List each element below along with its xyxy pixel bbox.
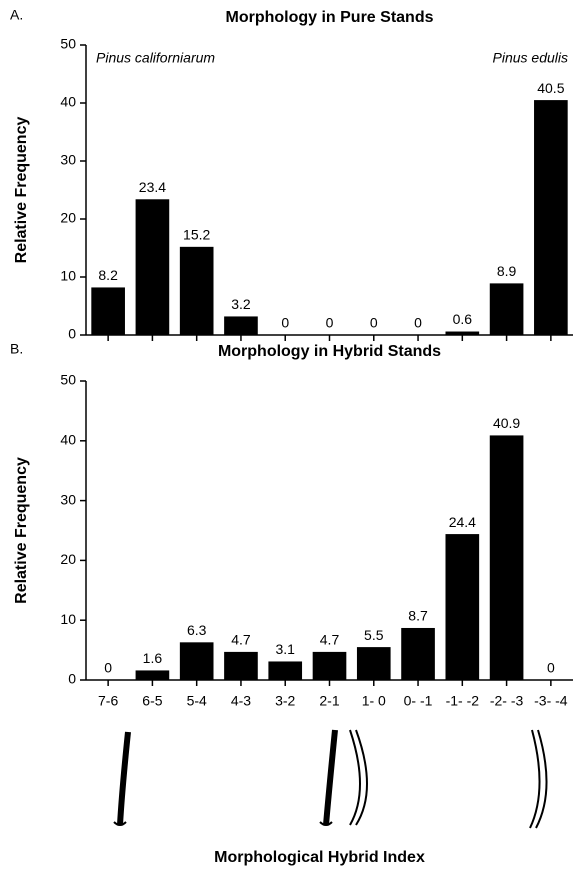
needle-drawings <box>113 729 548 829</box>
x-tick-label: 6-5 <box>142 693 162 709</box>
data-label: 8.9 <box>497 263 517 279</box>
bar <box>224 316 258 335</box>
panel-label: A. <box>10 7 23 23</box>
y-tick-label: 10 <box>60 611 76 627</box>
data-label: 40.5 <box>537 80 564 96</box>
data-label: 0 <box>281 315 289 331</box>
y-tick-label: 20 <box>60 210 76 226</box>
x-tick-label: 1- 0 <box>362 693 386 709</box>
data-label: 23.4 <box>139 179 166 195</box>
needle <box>117 731 131 826</box>
x-tick-label: 7-6 <box>98 693 118 709</box>
bar <box>312 651 347 680</box>
y-tick-label: 50 <box>60 36 76 52</box>
bar <box>489 435 524 680</box>
annotation: Pinus californiarum <box>96 50 215 66</box>
needle <box>323 729 338 826</box>
data-label: 8.2 <box>98 267 118 283</box>
y-axis-label: Relative Frequency <box>13 117 30 264</box>
y-tick-label: 20 <box>60 551 76 567</box>
needle-pair <box>349 729 368 826</box>
bar <box>179 246 214 335</box>
data-label: 0 <box>414 315 422 331</box>
panel-label: B. <box>10 341 23 357</box>
needle-base <box>113 821 127 826</box>
needle-pair <box>529 729 548 829</box>
bar <box>534 100 568 335</box>
data-label: 8.7 <box>408 608 428 624</box>
data-label: 3.2 <box>231 296 251 312</box>
bar <box>224 651 258 680</box>
bar <box>268 661 303 680</box>
data-label: 15.2 <box>183 227 210 243</box>
y-axis-label: Relative Frequency <box>13 457 30 604</box>
x-axis-label: Morphological Hybrid Index <box>214 849 425 866</box>
data-label: 6.3 <box>187 622 207 638</box>
data-label: 0 <box>326 315 334 331</box>
needle-base <box>319 821 333 826</box>
y-tick-label: 0 <box>68 326 76 342</box>
y-tick-label: 40 <box>60 432 76 448</box>
data-label: 0.6 <box>453 311 473 327</box>
x-tick-label: 2-1 <box>319 693 339 709</box>
data-label: 1.6 <box>143 650 163 666</box>
chart-title: Morphology in Pure Stands <box>225 9 433 26</box>
data-label: 4.7 <box>231 632 251 648</box>
x-tick-label: -1- -2 <box>446 693 480 709</box>
data-label: 5.5 <box>364 627 384 643</box>
x-tick-label: -2- -3 <box>490 693 524 709</box>
data-label: 4.7 <box>320 632 340 648</box>
bar <box>356 647 391 680</box>
y-tick-label: 0 <box>68 671 76 687</box>
data-label: 0 <box>547 660 555 676</box>
bar <box>445 331 480 335</box>
bar <box>91 287 125 335</box>
x-tick-label: 5-4 <box>187 693 207 709</box>
y-tick-label: 40 <box>60 94 76 110</box>
data-label: 24.4 <box>449 514 476 530</box>
bar <box>445 534 480 680</box>
data-label: 0 <box>104 660 112 676</box>
y-tick-label: 30 <box>60 491 76 507</box>
x-tick-label: 3-2 <box>275 693 295 709</box>
bar <box>179 642 214 680</box>
y-tick-label: 10 <box>60 268 76 284</box>
y-tick-label: 30 <box>60 152 76 168</box>
bar <box>489 283 524 335</box>
x-tick-label: 0- -1 <box>404 693 433 709</box>
chart-title: Morphology in Hybrid Stands <box>218 343 441 360</box>
x-tick-label: -3- -4 <box>534 693 568 709</box>
x-tick-label: 4-3 <box>231 693 251 709</box>
bar <box>135 199 170 335</box>
annotation: Pinus edulis <box>493 50 569 66</box>
bar <box>135 670 170 680</box>
data-label: 0 <box>370 315 378 331</box>
bar <box>401 627 435 680</box>
data-label: 3.1 <box>275 641 295 657</box>
data-label: 40.9 <box>493 415 520 431</box>
y-tick-label: 50 <box>60 372 76 388</box>
